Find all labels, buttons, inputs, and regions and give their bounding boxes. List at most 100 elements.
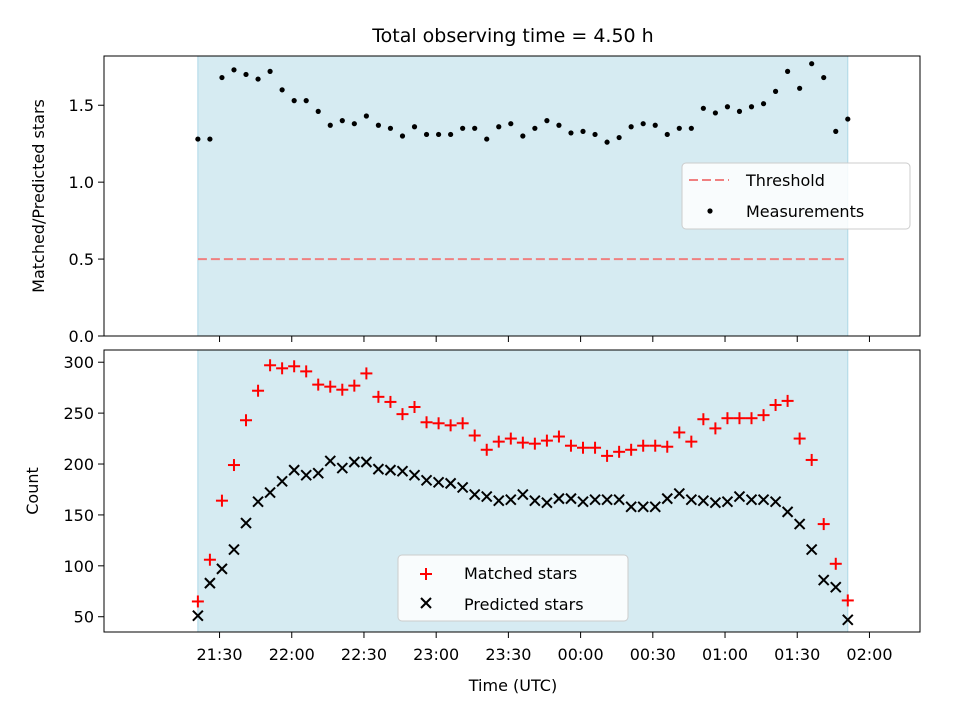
matched-star-point	[733, 412, 746, 425]
xtick-label: 22:30	[341, 645, 387, 664]
legend-predicted-swatch	[420, 597, 432, 609]
predicted-star-point	[697, 494, 710, 507]
matched-star-point	[252, 384, 265, 397]
predicted-star-point	[276, 475, 288, 488]
measurement-point	[664, 131, 670, 138]
predicted-star-point	[613, 493, 625, 506]
measurement-point	[484, 136, 490, 142]
measurement-point	[821, 74, 827, 81]
bottom-ytick-label: 50	[74, 608, 94, 627]
predicted-star-point	[468, 488, 481, 501]
predicted-star-point	[384, 464, 397, 476]
matched-star-point	[468, 429, 481, 442]
matched-star-point	[528, 437, 541, 450]
measurement-point	[700, 105, 706, 111]
top-ytick-label: 0.0	[69, 327, 94, 346]
matched-star-point	[540, 434, 553, 447]
legend-matched-swatch	[420, 568, 432, 580]
matched-star-point	[829, 557, 842, 570]
measurement-point	[231, 67, 237, 73]
matched-star-point	[203, 553, 216, 566]
predicted-star-point	[769, 495, 782, 508]
predicted-star-point	[577, 495, 589, 508]
bottom-ytick-label: 250	[63, 404, 94, 423]
measurement-point	[351, 121, 357, 127]
legend-predicted-label: Predicted stars	[464, 595, 584, 614]
bottom-ytick-label: 200	[63, 455, 94, 474]
chart-title: Total observing time = 4.50 h	[371, 25, 653, 47]
measurement-point	[580, 128, 586, 134]
predicted-star-point	[348, 456, 361, 468]
predicted-star-point	[288, 464, 300, 476]
matched-star-point	[191, 595, 204, 608]
bottom-axes-frame	[103, 349, 921, 633]
measurement-point	[772, 88, 779, 94]
predicted-star-point	[805, 543, 818, 556]
predicted-star-point	[685, 493, 698, 506]
matched-star-point	[601, 449, 614, 462]
matched-star-point	[456, 417, 469, 430]
measurement-point	[327, 122, 333, 128]
measurement-point	[472, 125, 478, 131]
measurement-point	[760, 101, 767, 107]
measurement-point	[411, 124, 418, 130]
matched-star-point	[336, 383, 349, 396]
matched-star-point	[480, 443, 493, 456]
predicted-star-point	[204, 577, 216, 589]
matched-star-point	[817, 518, 830, 531]
predicted-star-point	[733, 490, 746, 503]
matched-star-point	[444, 419, 457, 432]
matched-star-point	[721, 412, 734, 425]
top-legend: Threshold Measurements	[681, 162, 911, 230]
predicted-star-point	[408, 469, 421, 481]
bottom-legend-box	[397, 554, 629, 622]
top-ytick-label: 1.5	[69, 96, 94, 115]
top-ytick-label: 1.0	[69, 173, 94, 192]
top-y-axis-label: Matched/Predicted stars	[29, 99, 48, 293]
predicted-star-point	[745, 493, 758, 506]
matched-star-point	[805, 453, 818, 466]
matched-star-point	[745, 412, 758, 425]
measurement-point	[604, 139, 610, 145]
measurement-point	[652, 122, 658, 128]
legend-matched-label: Matched stars	[464, 564, 577, 583]
measurement-point	[736, 108, 743, 114]
measurement-point	[724, 104, 731, 110]
matched-star-point	[492, 435, 505, 448]
predicted-star-point	[456, 481, 469, 494]
bottom-panel: 50 100 150 200 250 300 21:30 22:00 22:30 23:00 23…	[23, 349, 921, 695]
predicted-star-point	[721, 495, 734, 508]
matched-star-point	[685, 435, 698, 448]
measurement-point	[845, 116, 851, 122]
predicted-star-point	[553, 492, 565, 505]
matched-star-point	[420, 416, 433, 429]
predicted-star-point	[444, 477, 457, 490]
measurement-point	[833, 128, 839, 134]
matched-star-point	[504, 432, 517, 445]
predicted-star-point	[565, 492, 577, 505]
matched-star-point	[372, 390, 385, 403]
legend-measurements-swatch	[707, 208, 713, 214]
matched-star-point	[312, 378, 325, 391]
predicted-star-point	[649, 501, 661, 513]
top-x-ticks	[219, 336, 870, 342]
measurement-point	[279, 87, 285, 93]
predicted-star-point	[517, 488, 529, 501]
matched-star-point	[577, 441, 590, 454]
matched-star-point	[564, 439, 577, 452]
xtick-label: 00:30	[630, 645, 676, 664]
measurement-point	[640, 121, 646, 127]
matched-star-point	[240, 414, 253, 427]
predicted-star-point	[529, 494, 541, 507]
measurement-point	[556, 122, 562, 128]
measurement-point	[712, 110, 718, 116]
measurement-point	[303, 98, 309, 104]
predicted-star-point	[372, 463, 385, 475]
matched-star-point	[348, 379, 361, 392]
predicted-star-point	[432, 476, 445, 489]
matched-star-point	[264, 359, 277, 372]
matched-star-point	[649, 439, 662, 452]
bottom-ytick-label: 100	[63, 557, 94, 576]
bottom-legend: Matched stars Predicted stars	[397, 554, 629, 622]
matched-star-point	[781, 394, 794, 407]
